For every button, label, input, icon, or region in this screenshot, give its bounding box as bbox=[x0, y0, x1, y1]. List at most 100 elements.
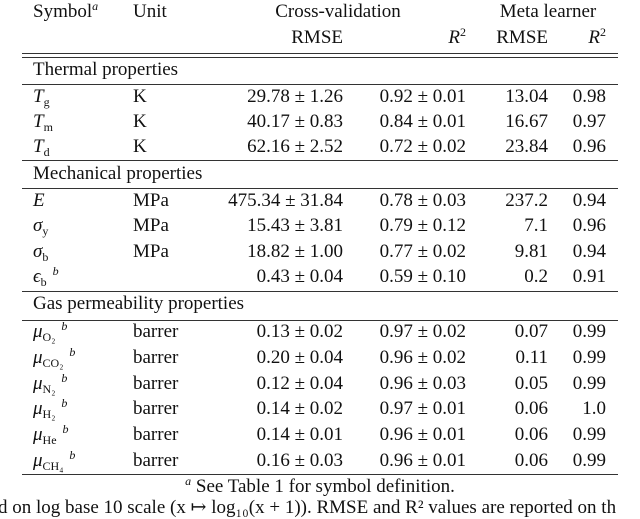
ml-rmse-cell: 0.06 bbox=[514, 398, 548, 420]
ml-r2-cell: 0.98 bbox=[572, 86, 606, 107]
section-end-rule bbox=[22, 474, 618, 475]
caption-fragment: d on log base 10 scale (x ↦ log₁₀(x + 1)… bbox=[0, 497, 617, 518]
cv-r2-cell: 0.79 ± 0.12 bbox=[379, 215, 466, 237]
symbol-cell: μCO₂ b bbox=[33, 344, 76, 369]
unit-cell: K bbox=[133, 111, 147, 132]
ml-r2-cell: 0.99 bbox=[572, 450, 606, 471]
symbol-subscript: He bbox=[42, 433, 57, 448]
header-cv-rmse: RMSE bbox=[291, 27, 343, 48]
section-title: Gas permeability properties bbox=[33, 293, 245, 314]
unit-cell: MPa bbox=[133, 190, 169, 211]
ml-r2-cell: 0.99 bbox=[572, 372, 606, 394]
ml-rmse-cell: 0.06 bbox=[514, 450, 548, 471]
cv-rmse-cell: 40.17 ± 0.83 bbox=[247, 111, 343, 132]
ml-rmse-cell: 0.2 bbox=[524, 265, 548, 287]
symbol-base: σ bbox=[33, 240, 43, 262]
symbol-base: T bbox=[33, 136, 44, 157]
symbol-subscript: b bbox=[42, 249, 49, 264]
symbol-base: ϵ bbox=[33, 265, 41, 287]
ml-r2-cell: 0.97 bbox=[572, 111, 606, 132]
unit-cell: barrer bbox=[133, 398, 179, 420]
ml-rmse-cell: 0.06 bbox=[514, 424, 548, 446]
cv-r2-cell: 0.59 ± 0.10 bbox=[379, 265, 466, 287]
cv-rmse-cell: 15.43 ± 3.81 bbox=[247, 215, 343, 237]
cv-rmse-cell: 62.16 ± 2.52 bbox=[247, 136, 343, 157]
unit-cell: barrer bbox=[133, 372, 179, 394]
ml-rmse-cell: 9.81 bbox=[514, 240, 548, 262]
section-rule bbox=[22, 84, 618, 85]
cv-rmse-cell: 0.20 ± 0.04 bbox=[256, 346, 343, 368]
unit-cell: K bbox=[133, 136, 147, 157]
symbol-footnote-mark: b bbox=[61, 396, 68, 411]
cv-rmse-cell: 0.14 ± 0.01 bbox=[256, 424, 343, 446]
header-symbol: Symbola bbox=[33, 0, 99, 22]
symbol-cell: μH₂ b bbox=[33, 396, 68, 422]
symbol-footnote-mark: b bbox=[52, 263, 59, 278]
cv-rmse-cell: 18.82 ± 1.00 bbox=[247, 240, 343, 262]
symbol-subscript: b bbox=[40, 274, 47, 289]
symbol-cell: μO₂ b bbox=[33, 320, 67, 344]
symbol-base: μ bbox=[33, 372, 43, 394]
symbol-base: T bbox=[33, 86, 44, 107]
symbol-base: σ bbox=[33, 215, 43, 237]
cv-rmse-cell: 29.78 ± 1.26 bbox=[247, 86, 343, 107]
symbol-base: μ bbox=[33, 321, 43, 342]
section-end-rule bbox=[22, 291, 618, 292]
unit-cell: barrer bbox=[133, 424, 179, 446]
symbol-base: μ bbox=[33, 450, 43, 471]
header-ml-r2: R2 bbox=[588, 25, 606, 48]
unit-cell: barrer bbox=[133, 321, 179, 342]
symbol-cell: σy bbox=[33, 215, 48, 237]
ml-r2-cell: 0.94 bbox=[572, 190, 606, 211]
symbol-footnote-mark: b bbox=[62, 422, 69, 437]
symbol-subscript: O₂ bbox=[42, 330, 56, 344]
symbol-footnote-mark: b bbox=[61, 370, 68, 385]
symbol-subscript: CH₄ bbox=[42, 459, 64, 473]
unit-cell: barrer bbox=[133, 346, 179, 368]
ml-rmse-cell: 0.11 bbox=[515, 346, 548, 368]
ml-r2-cell: 0.94 bbox=[572, 240, 606, 262]
symbol-cell: Tg bbox=[33, 86, 50, 108]
cv-r2-cell: 0.97 ± 0.01 bbox=[379, 398, 466, 420]
header-cv-r2: R2 bbox=[448, 25, 466, 48]
ml-rmse-cell: 237.2 bbox=[505, 190, 548, 211]
cv-r2-cell: 0.77 ± 0.02 bbox=[379, 240, 466, 262]
section-end-rule bbox=[22, 160, 618, 161]
cv-r2-cell: 0.96 ± 0.02 bbox=[379, 346, 466, 368]
header-rule-bottom bbox=[22, 57, 618, 58]
ml-r2-cell: 0.99 bbox=[572, 321, 606, 342]
symbol-subscript: y bbox=[42, 224, 49, 239]
ml-rmse-cell: 16.67 bbox=[505, 111, 548, 132]
ml-rmse-cell: 0.07 bbox=[514, 321, 548, 342]
section-title: Mechanical properties bbox=[33, 163, 203, 184]
symbol-subscript: g bbox=[43, 95, 50, 109]
ml-rmse-cell: 13.04 bbox=[505, 86, 548, 107]
symbol-cell: μN₂ b bbox=[33, 370, 68, 396]
symbol-subscript: d bbox=[43, 145, 50, 159]
symbol-subscript: H₂ bbox=[42, 407, 56, 422]
cv-r2-cell: 0.78 ± 0.03 bbox=[379, 190, 466, 211]
cv-rmse-cell: 475.34 ± 31.84 bbox=[228, 190, 343, 211]
symbol-subscript: N₂ bbox=[42, 381, 56, 396]
footnote: a See Table 1 for symbol definition. bbox=[185, 474, 455, 497]
symbol-base: μ bbox=[33, 346, 43, 368]
symbol-cell: Td bbox=[33, 136, 50, 158]
symbol-cell: ϵbb bbox=[33, 263, 59, 289]
header-rule-top bbox=[22, 53, 618, 54]
unit-cell: barrer bbox=[133, 450, 179, 471]
symbol-footnote-mark: b bbox=[69, 448, 76, 462]
symbol-base: μ bbox=[33, 398, 43, 420]
unit-cell: MPa bbox=[133, 215, 169, 237]
ml-r2-cell: 0.96 bbox=[572, 136, 606, 157]
cv-r2-cell: 0.96 ± 0.01 bbox=[379, 424, 466, 446]
symbol-footnote-mark: b bbox=[69, 344, 76, 359]
header-unit: Unit bbox=[133, 1, 167, 22]
ml-rmse-cell: 0.05 bbox=[514, 372, 548, 394]
section-rule bbox=[22, 188, 618, 189]
cv-rmse-cell: 0.16 ± 0.03 bbox=[256, 450, 343, 471]
cv-rmse-cell: 0.12 ± 0.04 bbox=[256, 372, 343, 394]
cv-rmse-cell: 0.14 ± 0.02 bbox=[256, 398, 343, 420]
header-ml-rmse: RMSE bbox=[496, 27, 548, 48]
symbol-base: E bbox=[33, 190, 45, 211]
symbol-subscript: m bbox=[43, 120, 53, 134]
